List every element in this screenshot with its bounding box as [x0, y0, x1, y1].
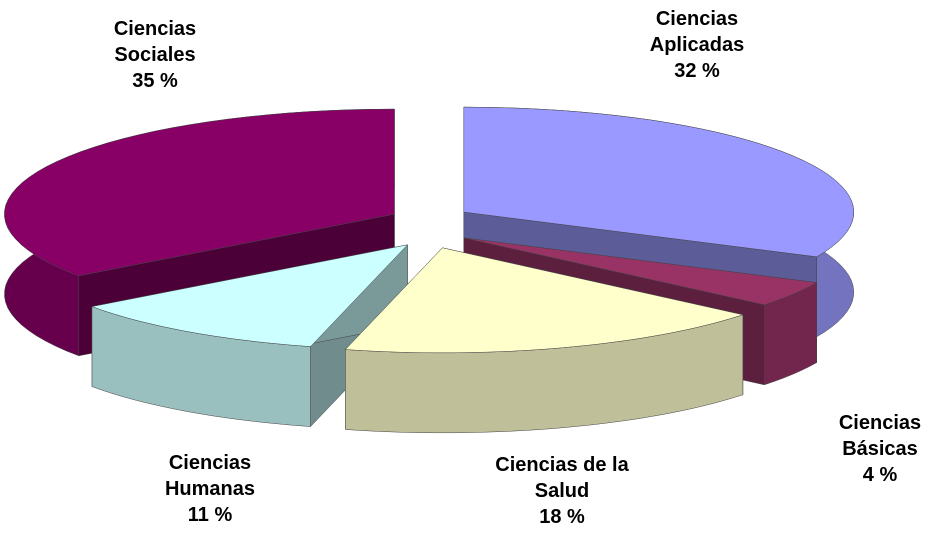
value-label: 11 % — [187, 504, 233, 526]
slice-top — [4, 108, 395, 277]
slice-top — [91, 244, 409, 347]
value-label: 4 % — [862, 464, 898, 486]
value-label: 18 % — [539, 506, 585, 528]
category-name: Ciencias Aplicadas — [649, 8, 745, 56]
slice-top — [463, 106, 854, 258]
value-label: 32 % — [674, 60, 720, 82]
slice-label: Ciencias Sociales 35 % — [85, 16, 225, 94]
category-name: Ciencias Sociales — [113, 18, 197, 66]
category-name: Ciencias Humanas — [164, 452, 256, 500]
slice-top — [344, 247, 744, 354]
category-name: Ciencias Básicas — [838, 412, 922, 460]
slice-label: Ciencias Aplicadas 32 % — [627, 6, 767, 84]
slice-label: Ciencias Básicas 4 % — [810, 410, 939, 488]
slice-label: Ciencias de la Salud 18 % — [492, 452, 632, 530]
pie-slice — [344, 247, 744, 434]
value-label: 35 % — [132, 70, 178, 92]
slice-label: Ciencias Humanas 11 % — [140, 450, 280, 528]
slice-top — [463, 237, 818, 306]
category-name: Ciencias de la Salud — [495, 454, 629, 502]
